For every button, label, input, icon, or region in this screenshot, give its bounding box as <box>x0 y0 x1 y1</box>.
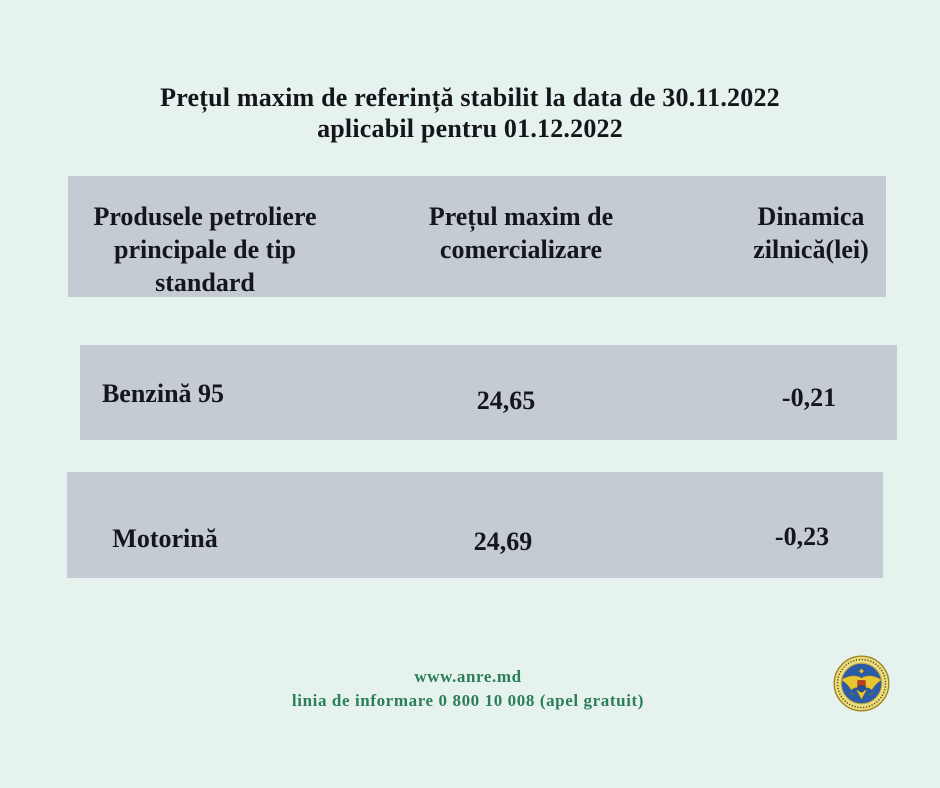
row-motorina-dynamic-value: -0,23 <box>774 522 830 551</box>
column-header-daily-dynamic: Dinamica zilnică(lei) <box>753 202 869 264</box>
column-header-products: Produsele petroliere principale de tip s… <box>93 202 317 297</box>
column-header-max-price: Prețul maxim de comercializare <box>428 202 614 264</box>
row-motorina-product-label: Motorină <box>112 524 218 553</box>
footer-website-text: www.anre.md <box>414 667 522 686</box>
table-header-band <box>68 176 886 297</box>
row-motorina-price-value: 24,69 <box>473 527 533 556</box>
page-title: Prețul maxim de referință stabilit la da… <box>0 82 940 144</box>
footer-info-line-text: linia de informare 0 800 10 008 (apel gr… <box>291 691 645 710</box>
title-line-1: Prețul maxim de referință stabilit la da… <box>160 83 780 112</box>
table-row-band-benzina <box>80 345 897 440</box>
row-benzina-price-value: 24,65 <box>476 386 536 415</box>
table-row-band-motorina <box>67 472 883 578</box>
row-benzina-dynamic-value: -0,21 <box>781 383 837 412</box>
footer: www.anre.md linia de informare 0 800 10 … <box>0 665 936 713</box>
anre-moldova-emblem-logo-icon <box>833 655 890 712</box>
title-line-2: aplicabil pentru 01.12.2022 <box>317 114 623 143</box>
row-benzina-product-label: Benzină 95 <box>101 379 225 408</box>
